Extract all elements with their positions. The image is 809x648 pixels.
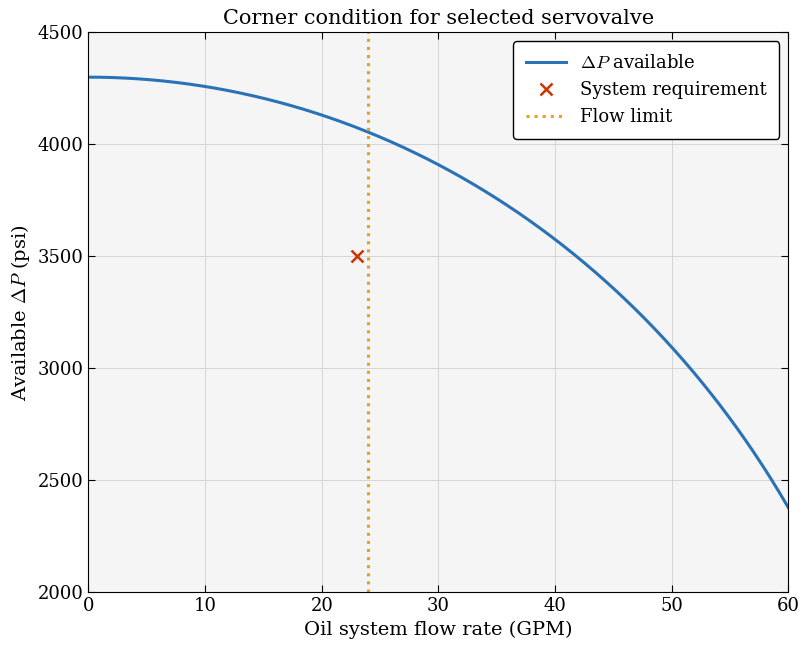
- Title: Corner condition for selected servovalve: Corner condition for selected servovalve: [222, 9, 654, 28]
- $\Delta P$ available: [463, 177, 472, 185]
- X-axis label: Oil system flow rate (GPM): Oil system flow rate (GPM): [304, 621, 573, 639]
- $\Delta P$ available: [500, 200, 510, 208]
- $\Delta P$ available: [83, 73, 93, 81]
- $\Delta P$ available: [658, 333, 667, 341]
- $\Delta P$ available: [416, 152, 426, 159]
- $\Delta P$ available: [421, 154, 430, 162]
- $\Delta P$ available: [767, 476, 777, 484]
- Y-axis label: Available $\Delta P$ (psi): Available $\Delta P$ (psi): [9, 224, 32, 400]
- $\Delta P$ available: [784, 504, 794, 512]
- Legend: $\Delta P$ available, System requirement, Flow limit: $\Delta P$ available, System requirement…: [513, 41, 779, 139]
- Line: $\Delta P$ available: $\Delta P$ available: [88, 77, 789, 508]
